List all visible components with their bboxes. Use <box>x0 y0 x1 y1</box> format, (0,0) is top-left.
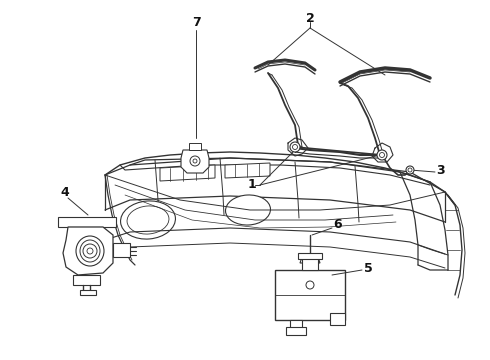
Circle shape <box>406 166 414 174</box>
Polygon shape <box>306 263 314 270</box>
Text: 6: 6 <box>334 219 343 231</box>
Circle shape <box>193 159 197 163</box>
Circle shape <box>377 150 387 160</box>
Text: 1: 1 <box>247 179 256 192</box>
Circle shape <box>83 244 97 258</box>
Text: 5: 5 <box>364 261 372 274</box>
Circle shape <box>190 156 200 166</box>
Ellipse shape <box>80 240 100 262</box>
Polygon shape <box>80 290 96 295</box>
Polygon shape <box>73 275 100 285</box>
Circle shape <box>306 281 314 289</box>
Text: 2: 2 <box>306 12 315 24</box>
Ellipse shape <box>127 206 169 234</box>
Text: 4: 4 <box>61 185 70 198</box>
Circle shape <box>290 142 300 152</box>
Polygon shape <box>160 165 215 181</box>
Polygon shape <box>330 313 345 325</box>
Circle shape <box>293 144 297 149</box>
Polygon shape <box>181 150 209 173</box>
Polygon shape <box>58 217 116 227</box>
Polygon shape <box>225 163 270 178</box>
Polygon shape <box>286 327 306 335</box>
Polygon shape <box>302 257 318 270</box>
Circle shape <box>87 248 93 254</box>
Circle shape <box>379 153 385 158</box>
Ellipse shape <box>121 201 175 239</box>
Polygon shape <box>298 253 322 259</box>
Circle shape <box>408 168 412 172</box>
Polygon shape <box>290 320 302 330</box>
Polygon shape <box>63 227 113 275</box>
Ellipse shape <box>76 236 104 266</box>
Ellipse shape <box>225 195 270 225</box>
Text: 7: 7 <box>192 15 200 28</box>
Polygon shape <box>275 270 345 320</box>
Polygon shape <box>300 257 320 263</box>
Polygon shape <box>189 143 201 150</box>
Polygon shape <box>113 243 130 257</box>
Text: 3: 3 <box>436 163 444 176</box>
